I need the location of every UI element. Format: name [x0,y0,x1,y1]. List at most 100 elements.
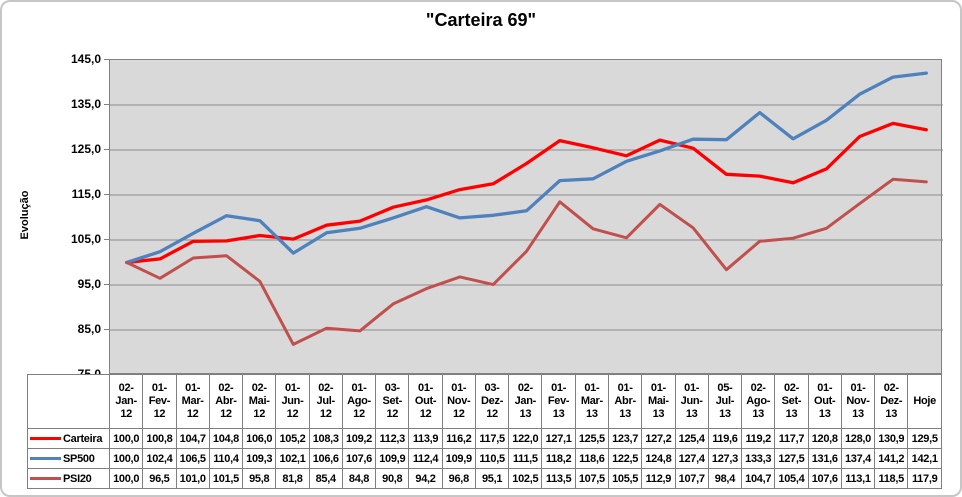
value-cell: 111,5 [508,448,543,469]
value-cell: 119,6 [707,428,743,449]
value-cell: 110,5 [474,448,510,469]
value-cell: 125,5 [574,428,609,449]
value-cell: 127,3 [707,448,743,469]
category-header: 01- Jun- 13 [674,374,709,429]
value-cell: 130,9 [874,428,909,449]
value-cell: 131,6 [807,448,842,469]
series-line-psi20 [125,177,928,346]
category-header: 01- Mar- 13 [574,374,609,429]
value-cell: 107,7 [674,468,709,489]
value-cell: 116,2 [441,428,476,449]
table-corner-spacer [27,374,110,429]
value-cell: 107,5 [574,468,609,489]
category-header: 02- Ago- 13 [741,374,776,429]
value-cell: 124,8 [641,448,676,469]
value-cell: 113,9 [408,428,443,449]
value-cell: 106,0 [242,428,277,449]
value-cell: 122,0 [508,428,543,449]
legend-line-icon [30,477,61,480]
value-cell: 118,6 [574,448,609,469]
category-header: 02- Jan- 12 [108,374,144,429]
category-header: 03- Set- 12 [375,374,410,429]
value-cell: 106,6 [308,448,343,469]
y-tick-mark [104,239,109,240]
value-cell: 109,3 [242,448,277,469]
category-header: Hoje [907,374,942,429]
value-cell: 123,7 [607,428,643,449]
value-cell: 127,1 [541,428,576,449]
value-cell: 117,5 [474,428,510,449]
y-tick-label: 135,0 [70,97,101,111]
category-header: 01- Out- 12 [408,374,443,429]
category-header: 01- Abr- 13 [607,374,643,429]
category-header: 01- Nov- 13 [840,374,876,429]
y-tick-label: 105,0 [70,232,101,246]
category-header: 02- Jul- 12 [308,374,343,429]
value-cell: 119,2 [741,428,776,449]
y-tick-label: 145,0 [70,52,101,66]
y-axis-title: Evolução [19,190,31,240]
value-cell: 95,8 [242,468,277,489]
legend-label: Carteira [63,432,103,445]
category-header: 01- Out- 13 [807,374,842,429]
value-cell: 104,7 [175,428,210,449]
y-tick-label: 125,0 [70,142,101,156]
category-header: 01- Fev- 12 [142,374,177,429]
value-cell: 113,5 [541,468,576,489]
value-cell: 100,0 [108,448,144,469]
category-header: 01- Nov- 12 [441,374,476,429]
y-tick-mark [104,104,109,105]
value-cell: 107,6 [341,448,377,469]
value-cell: 106,5 [175,448,210,469]
value-cell: 110,4 [208,448,244,469]
y-tick-mark [104,194,109,195]
value-cell: 102,4 [142,448,177,469]
y-tick-mark [104,59,109,60]
value-cell: 104,7 [741,468,776,489]
legend-key-psi20: PSI20 [27,468,110,489]
plot-area [109,59,943,374]
legend-line-icon [30,437,61,440]
category-header: 02- Set- 13 [774,374,809,429]
value-cell: 117,7 [774,428,809,449]
value-cell: 109,2 [341,428,377,449]
value-cell: 112,4 [408,448,443,469]
category-header: 01- Mai- 13 [641,374,676,429]
value-cell: 122,5 [607,448,643,469]
value-cell: 117,9 [907,468,942,489]
value-cell: 107,6 [807,468,842,489]
value-cell: 137,4 [840,448,876,469]
legend-line-icon [30,457,61,460]
category-header: 02- Dez- 13 [874,374,909,429]
value-cell: 85,4 [308,468,343,489]
value-cell: 109,9 [441,448,476,469]
value-cell: 108,3 [308,428,343,449]
value-cell: 127,2 [641,428,676,449]
value-cell: 120,8 [807,428,842,449]
value-cell: 118,2 [541,448,576,469]
value-cell: 81,8 [275,468,310,489]
value-cell: 102,5 [508,468,543,489]
series-line-sp500 [125,71,928,265]
value-cell: 141,2 [874,448,909,469]
y-tick-mark [104,329,109,330]
value-cell: 102,1 [275,448,310,469]
value-cell: 129,5 [907,428,942,449]
value-cell: 98,4 [707,468,743,489]
value-cell: 118,5 [874,468,909,489]
category-header: 01- Mar- 12 [175,374,210,429]
value-cell: 101,0 [175,468,210,489]
series-line-carteira [125,121,928,265]
y-tick-label: 115,0 [71,187,101,201]
category-header: 05- Jul- 13 [707,374,743,429]
value-cell: 96,5 [142,468,177,489]
value-cell: 104,8 [208,428,244,449]
value-cell: 125,4 [674,428,709,449]
category-header: 03- Dez- 12 [474,374,510,429]
value-cell: 112,3 [375,428,410,449]
value-cell: 113,1 [840,468,876,489]
category-header: 01- Fev- 13 [541,374,576,429]
category-header: 02- Abr- 12 [208,374,244,429]
value-cell: 105,4 [774,468,809,489]
